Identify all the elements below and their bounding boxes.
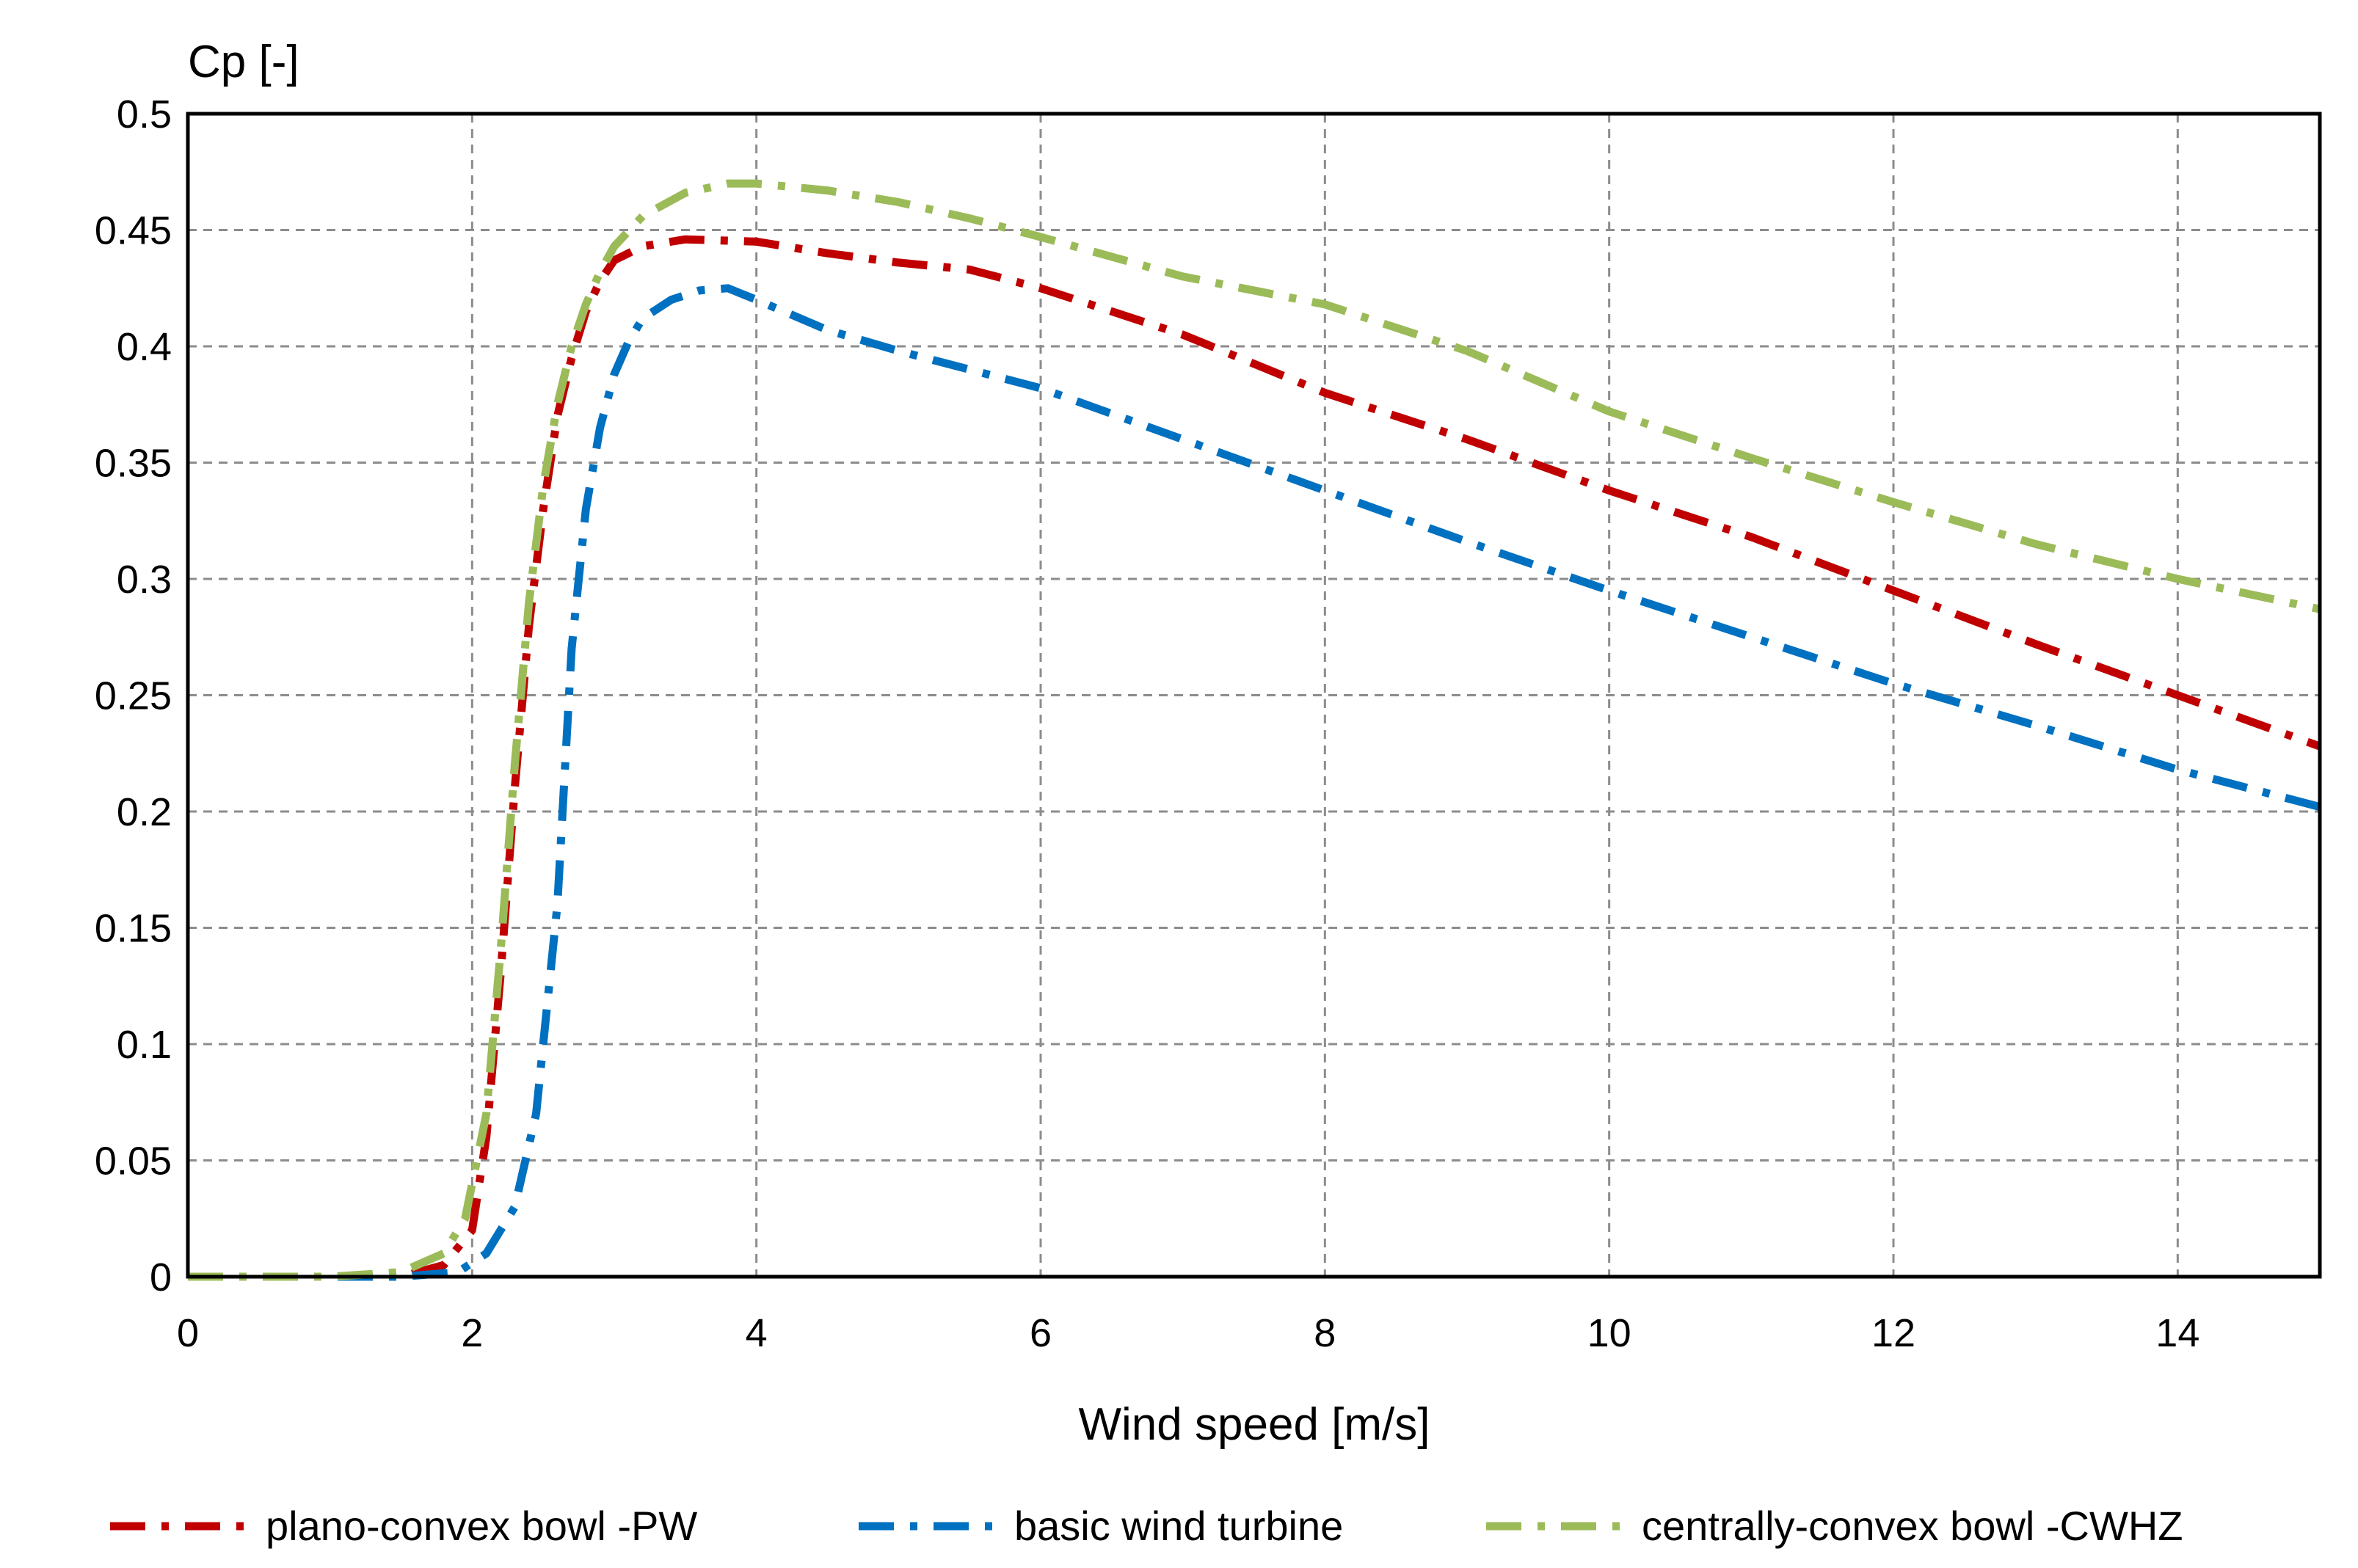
legend-label-plano-convex-bowl-pw: plano-convex bowl -PW	[266, 1503, 697, 1549]
x-axis-title: Wind speed [m/s]	[1079, 1399, 1430, 1450]
y-tick-label: 0.15	[95, 907, 172, 951]
series-line-centrally-convex-bowl-cwhz	[188, 179, 2321, 1281]
x-tick-label: 10	[1587, 1311, 1631, 1355]
x-tick-label: 8	[1314, 1311, 1336, 1355]
x-tick-label: 12	[1871, 1311, 1915, 1355]
legend-label-basic-wind-turbine: basic wind turbine	[1014, 1503, 1343, 1549]
y-tick-label: 0.35	[95, 442, 172, 486]
plot-frame	[186, 112, 2322, 1279]
x-tick-label: 14	[2155, 1311, 2199, 1355]
x-tick-label: 0	[177, 1311, 199, 1355]
x-tick-label: 6	[1030, 1311, 1052, 1355]
series-line-plano-convex-bowl-pw	[188, 235, 2321, 1281]
y-tick-label: 0.45	[95, 209, 172, 253]
y-axis-title: Cp [-]	[188, 37, 299, 87]
x-tick-labels: 0 2 4 6 8 10 12 14	[177, 1311, 2199, 1355]
x-tick-label: 2	[461, 1311, 483, 1355]
legend: plano-convex bowl -PW basic wind turbine c…	[110, 1503, 2183, 1549]
y-tick-label: 0.05	[95, 1139, 172, 1184]
legend-label-centrally-convex-bowl-cwhz: centrally-convex bowl -CWHZ	[1642, 1503, 2183, 1549]
y-tick-label: 0.2	[117, 790, 172, 834]
x-tick-label: 4	[746, 1311, 768, 1355]
y-tick-label: 0.3	[117, 558, 172, 602]
y-tick-label: 0.4	[117, 325, 172, 369]
y-tick-label: 0.25	[95, 674, 172, 718]
y-tick-label: 0	[150, 1255, 172, 1299]
y-tick-labels: 0 0.05 0.1 0.15 0.2 0.25 0.3 0.35 0.4 0.45 0.5	[95, 92, 172, 1299]
y-tick-label: 0.5	[117, 92, 172, 136]
y-tick-label: 0.1	[117, 1023, 172, 1067]
series-lines	[188, 179, 2321, 1281]
